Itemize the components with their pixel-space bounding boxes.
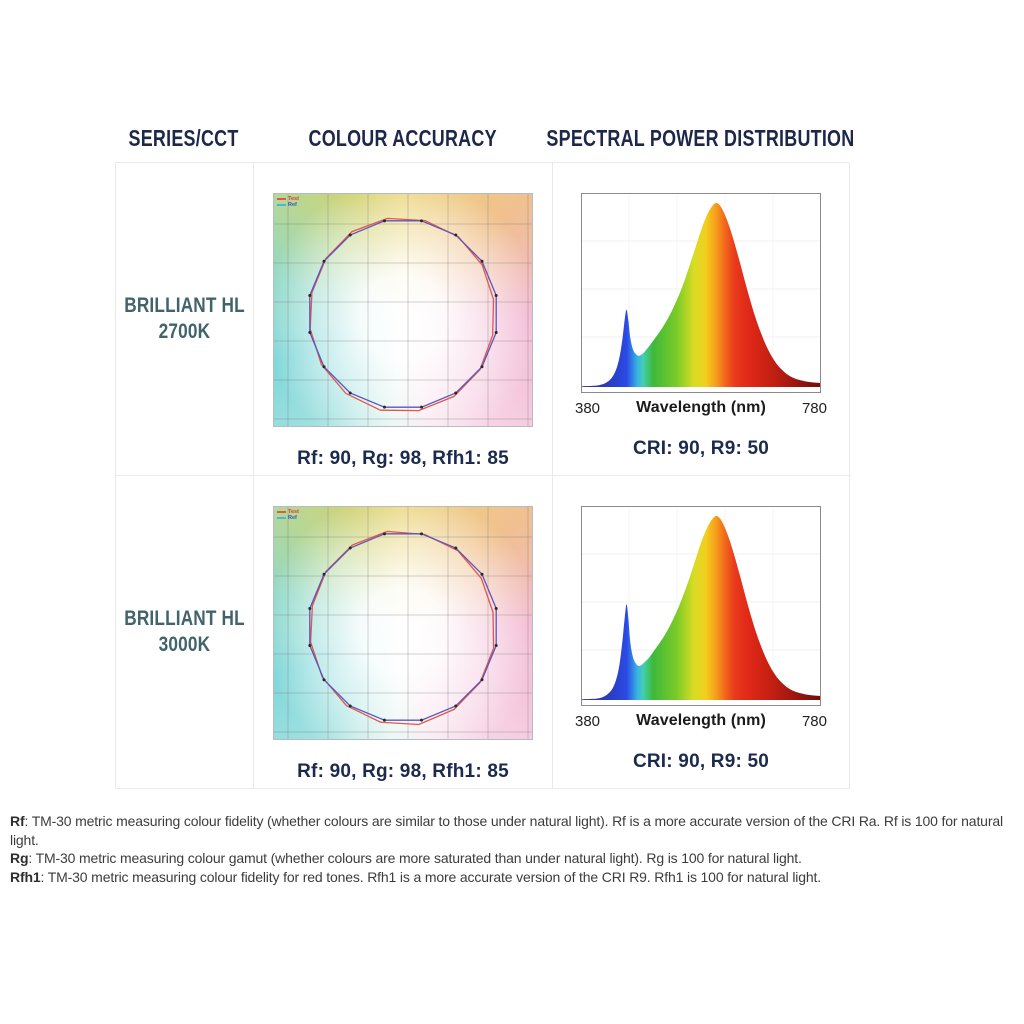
- colour-accuracy-cell-2700k: Test Ref Rf: 90, Rg: 98, Rfh1: 85: [254, 163, 553, 476]
- x-axis-max-label: 780: [801, 712, 827, 730]
- legend-test-label: Test: [288, 196, 299, 202]
- spd-cell-3000k: 380 Wavelength (nm) 780 CRI: 90, R9: 50: [553, 476, 850, 789]
- spd-chart-svg: [581, 193, 821, 393]
- spd-cell-2700k: 380 Wavelength (nm) 780 CRI: 90, R9: 50: [553, 163, 850, 476]
- footnote-text: : TM-30 metric measuring colour fidelity…: [40, 868, 822, 885]
- x-axis-min-label: 380: [575, 712, 601, 730]
- column-header-series-cct-label: SERIES/CCT: [128, 124, 240, 151]
- ref-line-swatch: [277, 204, 286, 206]
- footnote-text: : TM-30 metric measuring colour gamut (w…: [28, 850, 802, 867]
- column-header-colour-accuracy-label: COLOUR ACCURACY: [308, 124, 497, 151]
- tm30-colour-vector-plot-2700k: Test Ref: [273, 193, 533, 427]
- spd-chart-svg: [581, 506, 821, 706]
- column-header-spd-label: SPECTRAL POWER DISTRIBUTION: [546, 124, 855, 151]
- spd-chart-3000k: 380 Wavelength (nm) 780: [575, 506, 827, 730]
- column-header-spectral-power-distribution: SPECTRAL POWER DISTRIBUTION: [547, 122, 855, 154]
- series-name-2700k: BRILLIANT HL 2700K: [111, 293, 258, 345]
- x-axis-title: Wavelength (nm): [636, 399, 766, 416]
- x-axis-min-label: 380: [575, 399, 601, 417]
- legend-test-label: Test: [288, 509, 299, 515]
- footnote-term: Rg: [10, 850, 29, 867]
- tm30-legend: Test Ref: [277, 509, 299, 521]
- series-line1: BRILLIANT HL: [124, 294, 245, 317]
- ref-line-swatch: [277, 517, 286, 519]
- series-cell-3000k: BRILLIANT HL 3000K: [116, 476, 254, 789]
- footnote-rf: Rf: TM-30 metric measuring colour fideli…: [10, 812, 1018, 849]
- footnotes: Rf: TM-30 metric measuring colour fideli…: [10, 812, 1018, 886]
- series-cell-2700k: BRILLIANT HL 2700K: [116, 163, 254, 476]
- comparison-table: BRILLIANT HL 2700K Test Ref Rf: 90, Rg: …: [115, 162, 850, 789]
- footnote-term: Rfh1: [10, 868, 41, 885]
- tm30-metrics-3000k: Rf: 90, Rg: 98, Rfh1: 85: [297, 761, 509, 782]
- tm30-plot-svg: [274, 507, 532, 739]
- footnote-rg: Rg: TM-30 metric measuring colour gamut …: [10, 849, 1018, 868]
- legend-ref-label: Ref: [288, 202, 297, 208]
- footnote-term: Rf: [10, 813, 25, 829]
- column-header-colour-accuracy: COLOUR ACCURACY: [253, 122, 552, 154]
- spd-chart-2700k: 380 Wavelength (nm) 780: [575, 193, 827, 417]
- x-axis-max-label: 780: [801, 399, 827, 417]
- x-axis-title: Wavelength (nm): [636, 712, 766, 729]
- legend-ref-label: Ref: [288, 515, 297, 521]
- test-line-swatch: [277, 511, 286, 513]
- column-header-series-cct: SERIES/CCT: [115, 122, 253, 154]
- series-cct: 3000K: [158, 633, 211, 656]
- footnote-text: : TM-30 metric measuring colour fidelity…: [10, 813, 1003, 848]
- tm30-legend: Test Ref: [277, 196, 299, 208]
- series-line1: BRILLIANT HL: [124, 607, 245, 630]
- cri-metrics-2700k: CRI: 90, R9: 50: [632, 438, 770, 459]
- footnote-rfh1: Rfh1: TM-30 metric measuring colour fide…: [10, 868, 1018, 887]
- spd-x-axis: 380 Wavelength (nm) 780: [575, 399, 827, 417]
- test-line-swatch: [277, 198, 286, 200]
- series-name-3000k: BRILLIANT HL 3000K: [111, 606, 258, 658]
- tm30-plot-svg: [274, 194, 532, 426]
- tm30-metrics-2700k: Rf: 90, Rg: 98, Rfh1: 85: [297, 448, 509, 469]
- colour-accuracy-cell-3000k: Test Ref Rf: 90, Rg: 98, Rfh1: 85: [254, 476, 553, 789]
- cri-metrics-3000k: CRI: 90, R9: 50: [632, 751, 770, 772]
- tm30-colour-vector-plot-3000k: Test Ref: [273, 506, 533, 740]
- series-cct: 2700K: [158, 320, 211, 343]
- spd-x-axis: 380 Wavelength (nm) 780: [575, 712, 827, 730]
